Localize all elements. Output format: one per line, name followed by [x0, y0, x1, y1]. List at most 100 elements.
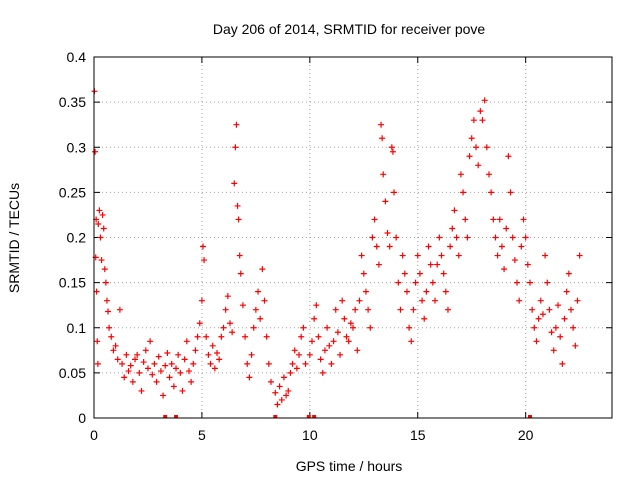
- data-point: [250, 324, 257, 331]
- data-point: [330, 338, 337, 345]
- data-point: [267, 378, 274, 385]
- data-point: [362, 288, 369, 295]
- data-point: [490, 216, 497, 223]
- data-point: [397, 306, 404, 313]
- data-point: [224, 293, 231, 300]
- data-point: [468, 135, 475, 142]
- data-point: [496, 216, 503, 223]
- data-point: [429, 279, 436, 286]
- data-point: [313, 302, 320, 309]
- zero-marker: [163, 415, 168, 418]
- data-point: [278, 396, 285, 403]
- data-point: [125, 368, 132, 375]
- data-point: [389, 148, 396, 155]
- data-point: [119, 360, 126, 367]
- data-point: [436, 234, 443, 241]
- data-point: [531, 324, 538, 331]
- data-point: [503, 225, 510, 232]
- data-point: [97, 234, 104, 241]
- data-point: [94, 338, 101, 345]
- data-point: [373, 243, 380, 250]
- data-point: [414, 252, 421, 259]
- data-point: [274, 401, 281, 408]
- data-point: [168, 360, 175, 367]
- data-point: [514, 279, 521, 286]
- data-point: [106, 324, 113, 331]
- data-point: [149, 371, 156, 378]
- data-point: [222, 306, 229, 313]
- data-point: [442, 288, 449, 295]
- data-point: [181, 356, 188, 363]
- data-point: [129, 378, 136, 385]
- data-point: [121, 374, 128, 381]
- data-point: [427, 261, 434, 268]
- data-point: [151, 360, 158, 367]
- data-point: [276, 383, 283, 390]
- data-point: [100, 225, 107, 232]
- data-point: [287, 369, 294, 376]
- y-tick-label: 0: [78, 410, 86, 426]
- data-point: [379, 135, 386, 142]
- data-point: [226, 320, 233, 327]
- data-point: [257, 315, 264, 322]
- data-point: [324, 324, 331, 331]
- data-point: [112, 342, 119, 349]
- data-point: [529, 306, 536, 313]
- data-point: [263, 333, 270, 340]
- data-point: [255, 288, 262, 295]
- data-point: [455, 252, 462, 259]
- data-point: [218, 333, 225, 340]
- data-points: [91, 88, 583, 418]
- data-point: [153, 378, 160, 385]
- data-point: [280, 374, 287, 381]
- data-point: [311, 315, 318, 322]
- data-point: [207, 360, 214, 367]
- data-point: [477, 108, 484, 115]
- data-point: [114, 356, 121, 363]
- data-point: [214, 350, 221, 357]
- data-point: [403, 288, 410, 295]
- data-point: [466, 153, 473, 160]
- data-point: [473, 144, 480, 151]
- y-tick-label: 0.05: [59, 365, 86, 381]
- data-point: [460, 189, 467, 196]
- data-point: [321, 347, 328, 354]
- data-point: [544, 279, 551, 286]
- data-point: [453, 234, 460, 241]
- data-point: [179, 387, 186, 394]
- data-point: [421, 315, 428, 322]
- data-point: [354, 347, 361, 354]
- data-point: [140, 359, 147, 366]
- data-point: [347, 320, 354, 327]
- data-point: [419, 297, 426, 304]
- data-point: [246, 374, 253, 381]
- data-point: [475, 162, 482, 169]
- data-point: [449, 225, 456, 232]
- data-point: [185, 368, 192, 375]
- data-point: [479, 117, 486, 124]
- y-tick-label: 0.3: [67, 139, 87, 155]
- y-tick-label: 0.35: [59, 94, 86, 110]
- data-point: [196, 320, 203, 327]
- data-point: [470, 117, 477, 124]
- data-point: [399, 252, 406, 259]
- data-point: [388, 144, 395, 151]
- data-point: [393, 234, 400, 241]
- data-point: [259, 266, 266, 273]
- data-point: [332, 306, 339, 313]
- data-point: [565, 270, 572, 277]
- data-point: [142, 347, 149, 354]
- chart-title: Day 206 of 2014, SRMTID for receiver pov…: [213, 21, 486, 37]
- data-point: [505, 153, 512, 160]
- zero-marker: [174, 415, 179, 418]
- data-point: [235, 216, 242, 223]
- data-point: [365, 306, 372, 313]
- data-point: [567, 306, 574, 313]
- data-point: [507, 189, 514, 196]
- data-point: [535, 315, 542, 322]
- data-point: [522, 234, 529, 241]
- data-point: [483, 144, 490, 151]
- data-point: [457, 171, 464, 178]
- data-point: [492, 234, 499, 241]
